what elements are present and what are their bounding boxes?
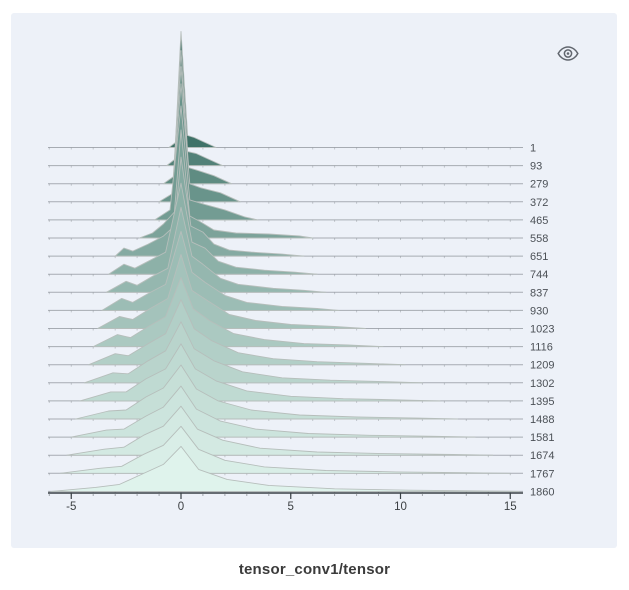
x-axis-tick-label: 0 — [178, 501, 184, 513]
histogram-slice[interactable] — [97, 254, 366, 329]
step-label: 1023 — [530, 324, 554, 336]
step-label: 1395 — [530, 396, 554, 408]
histogram-slice[interactable] — [114, 156, 305, 257]
step-label: 1860 — [530, 486, 554, 498]
histogram-slice[interactable] — [51, 445, 520, 492]
histogram-slice[interactable] — [101, 230, 340, 311]
histogram-slice[interactable] — [108, 182, 318, 275]
step-label: 930 — [530, 305, 548, 317]
x-axis-tick-label: -5 — [66, 501, 76, 513]
row-minor-ticks — [48, 219, 511, 222]
step-label: 651 — [530, 251, 548, 263]
x-axis-tick-label: 5 — [288, 501, 294, 513]
histogram-card — [11, 13, 617, 548]
step-label: 1116 — [530, 342, 553, 354]
step-label: 558 — [530, 233, 548, 245]
x-axis-minor-ticks — [48, 493, 511, 496]
step-label: 837 — [530, 287, 548, 299]
step-label: 1581 — [530, 432, 554, 444]
histogram-slice[interactable] — [92, 277, 384, 348]
x-axis-tick-label: 15 — [504, 501, 517, 513]
step-label: 372 — [530, 197, 548, 209]
visibility-eye-icon — [557, 46, 579, 61]
step-label: 744 — [530, 269, 548, 281]
step-label: 1674 — [530, 450, 554, 462]
row-minor-ticks — [48, 183, 511, 186]
step-label: 1209 — [530, 360, 554, 372]
step-label: 465 — [530, 215, 548, 227]
step-label: 1302 — [530, 378, 554, 390]
histogram-slice[interactable] — [162, 66, 232, 185]
toggle-visibility-button[interactable] — [555, 43, 581, 65]
chart-title: tensor_conv1/tensor — [238, 561, 391, 578]
step-label: 1488 — [530, 414, 554, 426]
histogram-slice[interactable] — [105, 206, 327, 293]
step-label: 279 — [530, 179, 548, 191]
x-axis-tick-label: 10 — [394, 501, 407, 513]
step-label: 1 — [530, 143, 536, 155]
step-label: 1767 — [530, 468, 554, 480]
step-label: 93 — [530, 161, 542, 173]
row-minor-ticks — [48, 165, 511, 168]
row-minor-ticks — [48, 147, 511, 150]
row-minor-ticks — [48, 201, 511, 204]
